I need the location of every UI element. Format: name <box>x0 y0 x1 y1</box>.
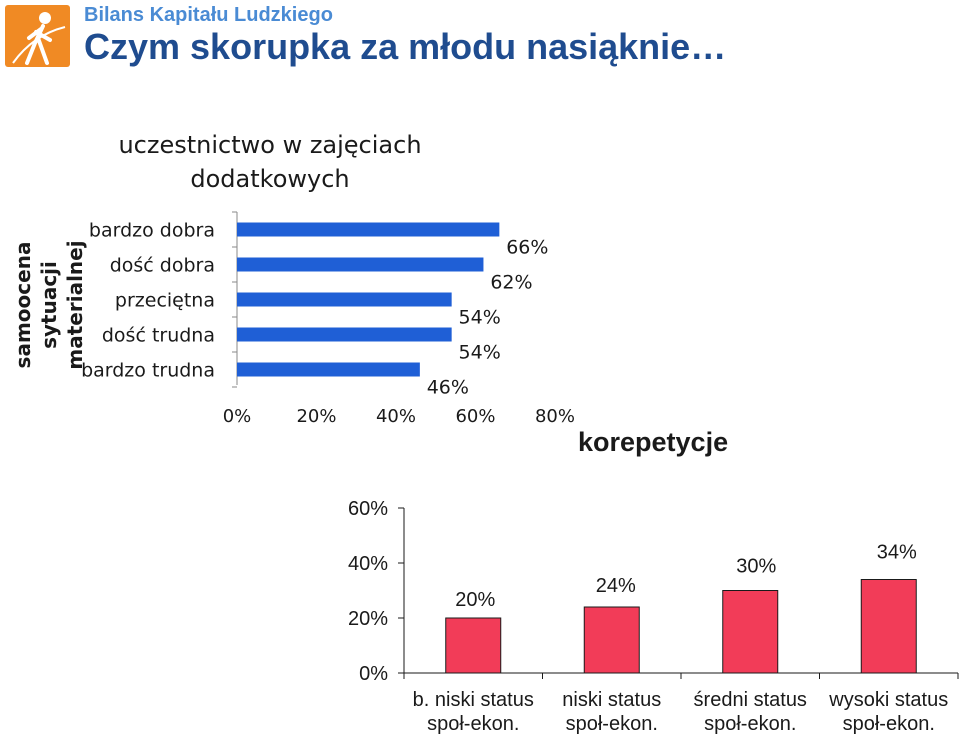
x-tick-label: 60% <box>455 406 495 427</box>
x-tick-label: 40% <box>376 406 416 427</box>
bar <box>722 590 779 674</box>
data-label: 24% <box>596 575 636 597</box>
data-label: 20% <box>455 589 495 611</box>
page-headline: Czym skorupka za młodu nasiąknie… <box>84 26 727 67</box>
bar <box>237 257 484 272</box>
data-label: 54% <box>459 307 501 329</box>
chart-title-participation: uczestnictwo w zajęciach dodatkowych <box>118 131 422 193</box>
bar <box>237 362 420 377</box>
brand-title: Bilans Kapitału Ludzkiego <box>84 4 333 26</box>
data-label: 34% <box>877 542 917 564</box>
y-tick-label: 40% <box>348 553 388 575</box>
x-tick-label: 20% <box>296 406 336 427</box>
category-label: społ-ekon. <box>566 713 658 735</box>
bar <box>583 606 640 674</box>
category-label: bardzo dobra <box>89 220 215 242</box>
data-label: 46% <box>427 377 469 399</box>
walking-figure-logo-icon <box>5 5 70 67</box>
category-label: niski status <box>562 689 661 711</box>
category-label: wysoki status <box>828 689 948 711</box>
category-label: społ-ekon. <box>704 713 796 735</box>
category-label: dość dobra <box>110 255 215 277</box>
bar <box>237 292 452 307</box>
y-tick-label: 0% <box>359 663 388 685</box>
data-label: 62% <box>490 272 532 294</box>
chart-title-tutoring: korepetycje <box>578 427 729 457</box>
category-label: b. niski status <box>413 689 534 711</box>
category-label: średni status <box>694 689 807 711</box>
bar <box>860 579 917 674</box>
category-label: dość trudna <box>102 325 215 347</box>
data-label: 54% <box>459 342 501 364</box>
bar <box>237 327 452 342</box>
category-label: społ-ekon. <box>427 713 519 735</box>
category-label: bardzo trudna <box>81 360 215 382</box>
category-label: przeciętna <box>115 290 215 312</box>
data-label: 66% <box>506 237 548 259</box>
data-label: 30% <box>736 556 776 578</box>
bar <box>445 617 502 674</box>
y-tick-label: 60% <box>348 498 388 520</box>
x-tick-label: 80% <box>535 406 575 427</box>
x-tick-label: 0% <box>223 406 252 427</box>
bar <box>237 222 500 237</box>
category-label: społ-ekon. <box>843 713 935 735</box>
y-tick-label: 20% <box>348 608 388 630</box>
